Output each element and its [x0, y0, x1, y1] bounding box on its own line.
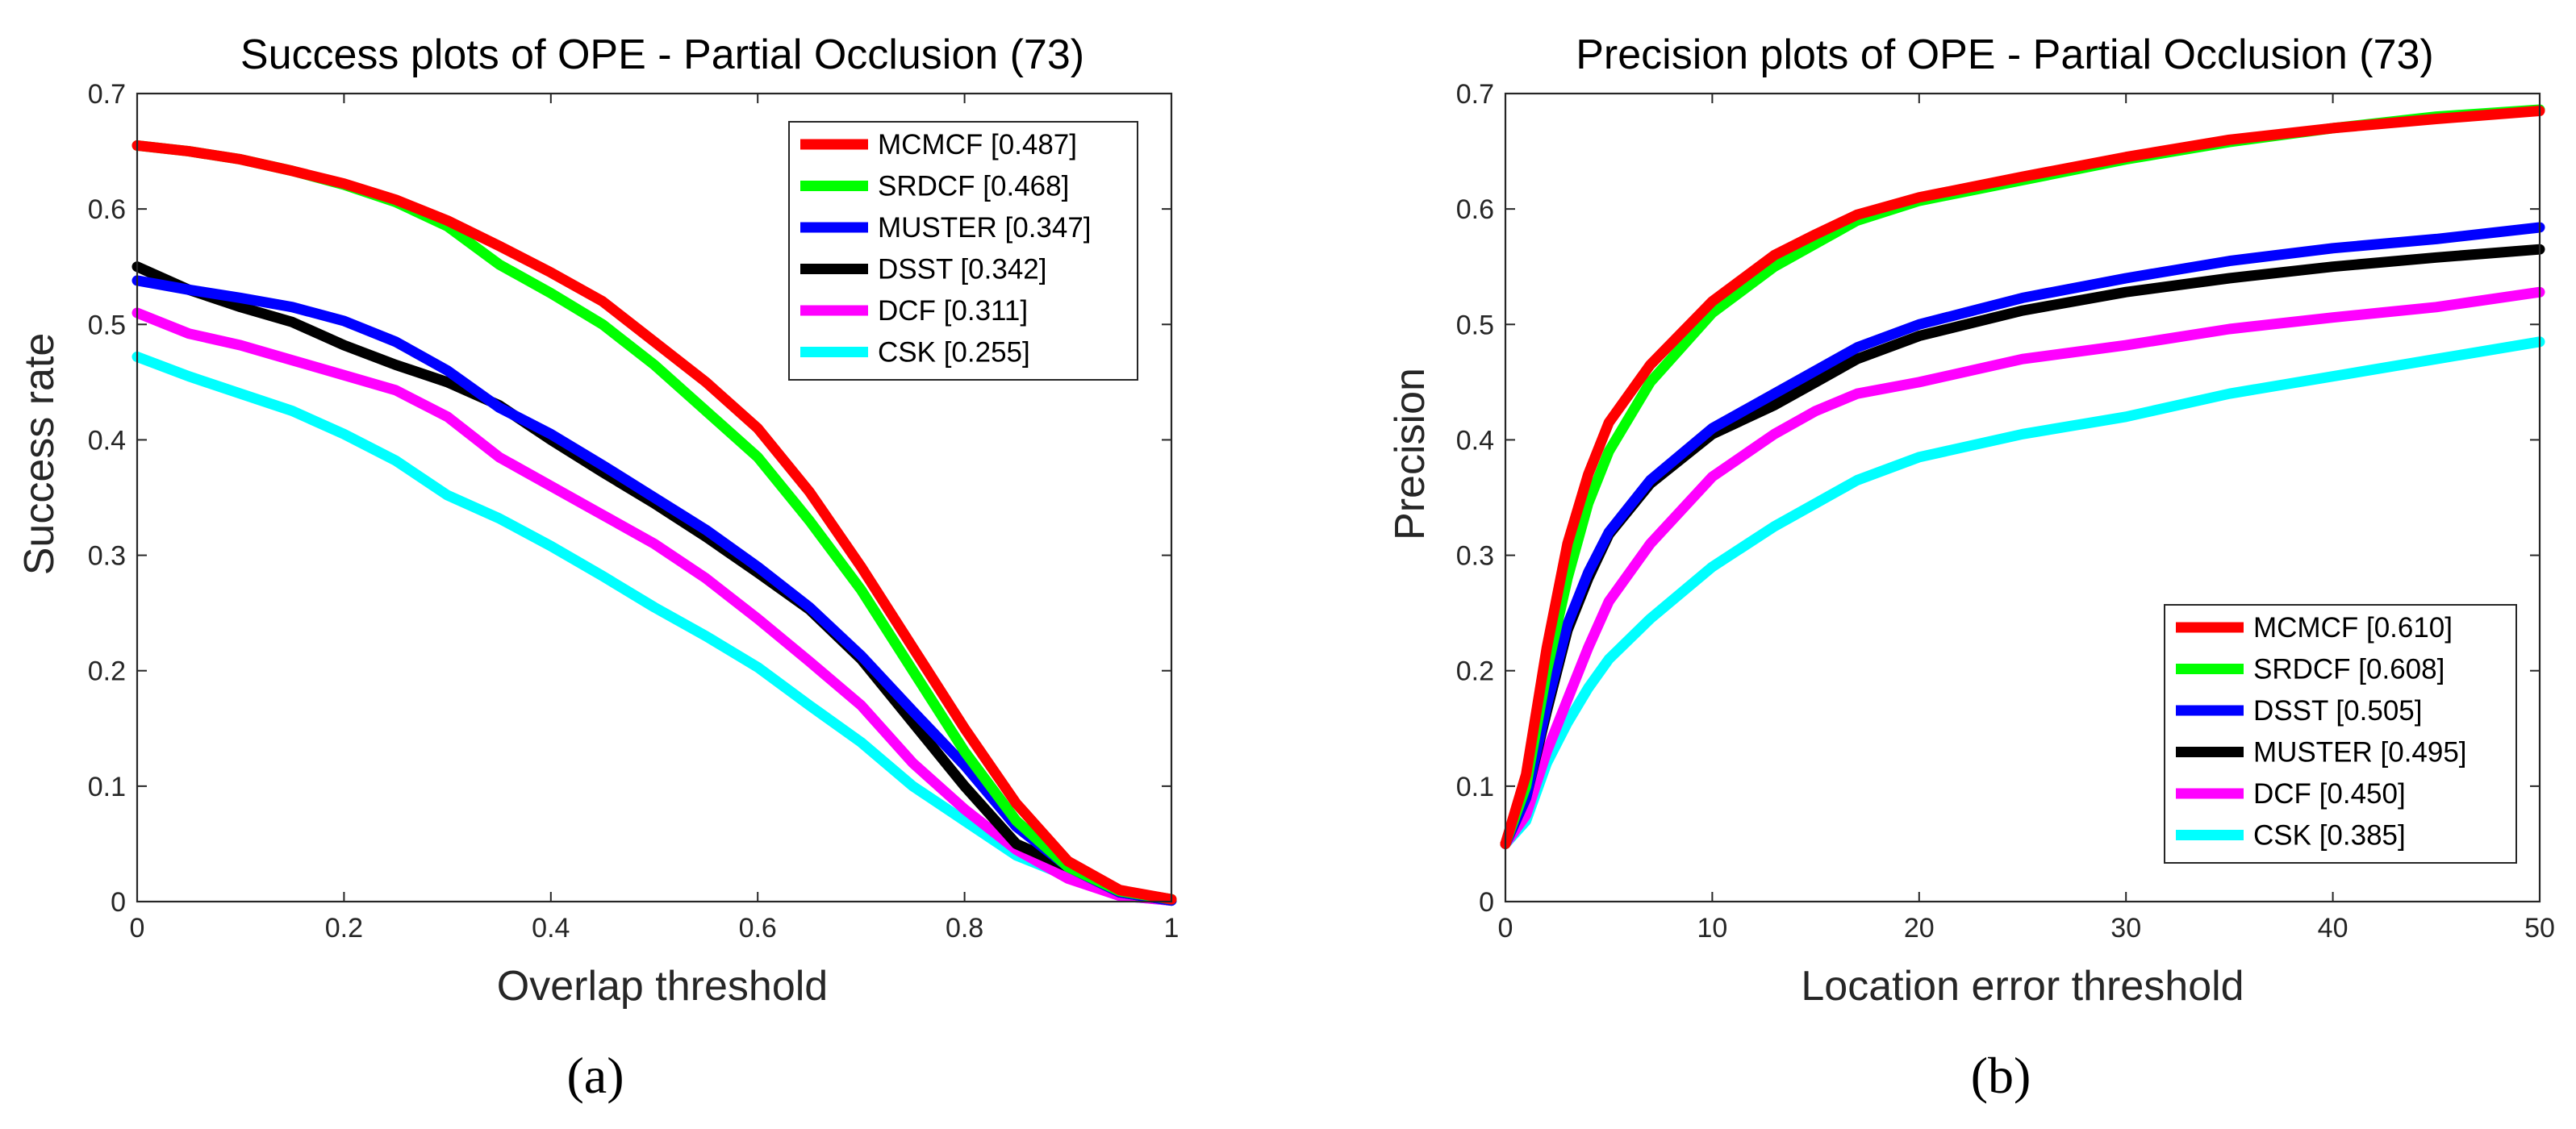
y-tick-label: 0.6	[88, 194, 126, 225]
x-tick-label: 30	[2110, 913, 2141, 944]
x-tick-label: 1	[1164, 913, 1179, 944]
x-tick-label: 50	[2524, 913, 2555, 944]
x-axis-label: Location error threshold	[1801, 963, 2244, 1010]
y-tick-label: 0.2	[1456, 656, 1494, 687]
panel-caption: (b)	[1971, 1047, 2031, 1104]
x-tick-label: 0.6	[739, 913, 777, 944]
series-line-mcmcf	[1500, 106, 2545, 849]
series-line-csk	[132, 351, 1177, 906]
success-plot-panel: Success plots of OPE - Partial Occlusion…	[16, 31, 1179, 1104]
y-tick-label: 0.3	[1456, 541, 1494, 572]
series-lines	[1500, 104, 2545, 849]
axis-ticks: 0 0.2 0.4 0.6 0.8 1 0 0.1 0.2 0.3 0.4 0.5 0.6 0.7	[88, 79, 1179, 944]
plot-axes-box	[1504, 92, 2541, 903]
legend-label-dcf: DCF [0.450]	[2253, 778, 2406, 810]
y-tick-label: 0.1	[88, 772, 126, 802]
legend-label-mcmcf: MCMCF [0.487]	[878, 129, 1077, 160]
legend-label-csk: CSK [0.385]	[2253, 820, 2406, 852]
legend-label-dsst: DSST [0.505]	[2253, 695, 2422, 727]
legend-label-dcf: DCF [0.311]	[878, 295, 1028, 327]
legend-box	[788, 121, 1138, 381]
y-axis-label: Success rate	[16, 333, 63, 576]
legend: MCMCF [0.487] SRDCF [0.468] MUSTER [0.347]…	[788, 121, 1138, 381]
x-axis-label: Overlap threshold	[497, 963, 828, 1010]
legend-label-srdcf: SRDCF [0.608]	[2253, 654, 2444, 685]
legend: MCMCF [0.610] SRDCF [0.608] DSST [0.505] MU…	[2164, 604, 2517, 864]
y-tick-label: 0	[1479, 887, 1494, 918]
series-line-dsst	[1500, 222, 2545, 849]
series-line-dcf	[1500, 286, 2545, 849]
y-tick-label: 0.5	[88, 310, 126, 340]
x-tick-label: 40	[2318, 913, 2348, 944]
x-tick-label: 10	[1697, 913, 1727, 944]
legend-label-mcmcf: MCMCF [0.610]	[2253, 612, 2453, 644]
x-tick-label: 0.2	[325, 913, 363, 944]
y-axis-label: Precision	[1387, 368, 1434, 540]
y-tick-label: 0.7	[88, 79, 126, 110]
series-line-dcf	[132, 307, 1177, 906]
panel-caption: (a)	[566, 1047, 624, 1104]
series-line-mcmcf	[132, 140, 1177, 905]
series-line-csk	[1500, 336, 2545, 849]
y-tick-label: 0.7	[1456, 79, 1494, 110]
legend-label-muster: MUSTER [0.347]	[878, 212, 1092, 244]
y-tick-label: 0.6	[1456, 194, 1494, 225]
y-tick-label: 0.1	[1456, 772, 1494, 802]
y-tick-label: 0	[111, 887, 126, 918]
legend-box	[2164, 604, 2517, 864]
y-tick-label: 0.4	[1456, 425, 1494, 456]
y-tick-label: 0.3	[88, 541, 126, 572]
x-tick-label: 20	[1904, 913, 1935, 944]
precision-plot-panel: Precision plots of OPE - Partial Occlusi…	[1387, 31, 2555, 1104]
x-tick-label: 0.4	[532, 913, 570, 944]
legend-label-csk: CSK [0.255]	[878, 337, 1030, 369]
x-tick-label: 0	[1498, 913, 1513, 944]
x-tick-label: 0.8	[946, 913, 983, 944]
plot-axes-box	[136, 92, 1173, 903]
x-tick-label: 0	[130, 913, 145, 944]
chart-title: Success plots of OPE - Partial Occlusion…	[240, 31, 1084, 78]
axis-ticks: 0 10 20 30 40 50 0 0.1 0.2 0.3 0.4 0.5 0.6 0.7	[1456, 79, 2555, 944]
y-tick-label: 0.2	[88, 656, 126, 687]
y-tick-label: 0.4	[88, 425, 126, 456]
legend-label-muster: MUSTER [0.495]	[2253, 737, 2467, 769]
series-lines	[132, 140, 1177, 906]
y-tick-label: 0.5	[1456, 310, 1494, 340]
legend-label-dsst: DSST [0.342]	[878, 254, 1046, 285]
legend-label-srdcf: SRDCF [0.468]	[878, 171, 1069, 202]
chart-title: Precision plots of OPE - Partial Occlusi…	[1576, 31, 2434, 78]
